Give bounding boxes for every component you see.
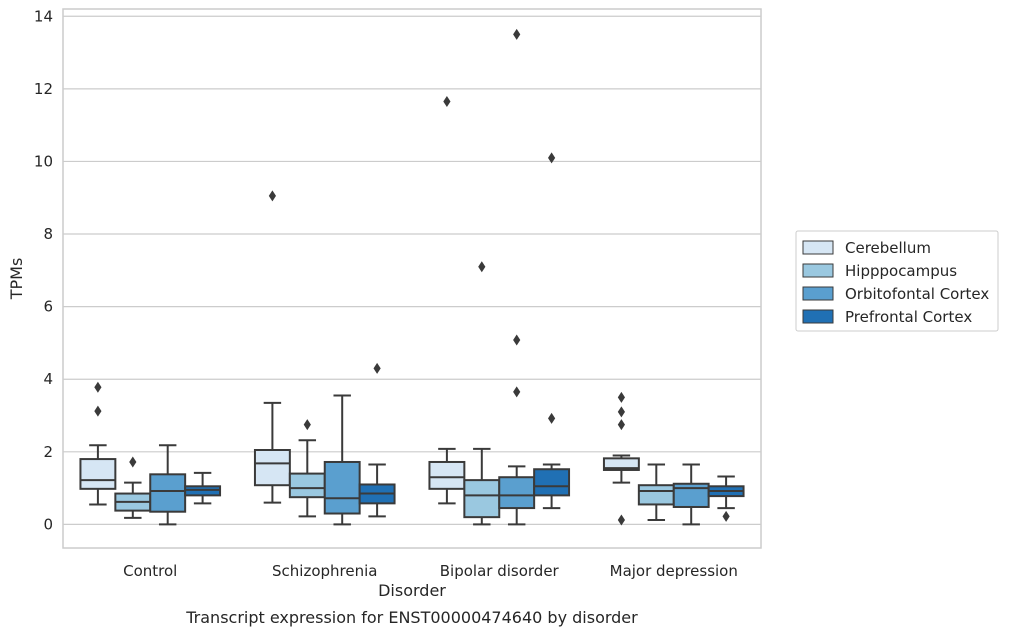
y-tick-label: 0: [43, 515, 53, 533]
outlier-point: [617, 391, 625, 403]
chart-caption: Transcript expression for ENST0000047464…: [185, 608, 638, 627]
legend-label: Hipppocampus: [845, 262, 957, 280]
outlier-point: [129, 456, 137, 468]
box: [288, 472, 326, 499]
box-series: [79, 28, 745, 526]
legend-swatch: [802, 240, 834, 255]
outlier-point: [513, 334, 521, 346]
legend: Cerebellum Hipppocampus Orbitofontal Corte…: [795, 230, 999, 332]
outlier-point: [268, 190, 276, 202]
y-tick-label: 4: [43, 370, 53, 388]
y-axis-label: TPMs: [7, 258, 26, 301]
box: [149, 473, 187, 513]
y-tick-label: 8: [43, 225, 53, 243]
box: [323, 460, 361, 515]
outlier-point: [443, 96, 451, 108]
outlier-point: [513, 386, 521, 398]
series-orbitofontal-cortex: [149, 28, 710, 526]
box: [428, 460, 466, 490]
box: [79, 458, 117, 490]
outlier-point: [617, 514, 625, 526]
y-axis-ticks: 0 2 4 6 8 10 12 14: [34, 7, 53, 533]
box: [498, 476, 536, 510]
series-prefrontal-cortex: [184, 152, 745, 522]
outlier-point: [617, 419, 625, 431]
outlier-point: [617, 406, 625, 418]
plot-frame: [62, 8, 762, 549]
box: [637, 484, 675, 506]
outlier-point: [303, 419, 311, 431]
outlier-point: [478, 261, 486, 273]
box: [463, 479, 501, 519]
x-tick-label: Schizophrenia: [272, 562, 377, 580]
y-tick-label: 6: [43, 298, 53, 316]
x-tick-label: Major depression: [610, 562, 738, 580]
x-tick-label: Bipolar disorder: [440, 562, 560, 580]
box: [533, 468, 571, 497]
legend-frame: [795, 230, 999, 332]
y-tick-label: 2: [43, 443, 53, 461]
legend-swatch: [802, 309, 834, 324]
outlier-point: [548, 152, 556, 164]
x-axis-label: Disorder: [378, 581, 446, 600]
outlier-point: [373, 362, 381, 374]
outlier-point: [722, 510, 730, 522]
gridlines: [63, 15, 761, 526]
legend-swatch: [802, 286, 834, 301]
box: [602, 457, 640, 471]
box: [253, 449, 291, 487]
y-tick-label: 14: [34, 7, 53, 25]
outlier-point: [94, 405, 102, 417]
legend-label: Orbitofontal Cortex: [845, 285, 989, 303]
x-tick-label: Control: [123, 562, 177, 580]
outlier-point: [513, 28, 521, 40]
legend-label: Cerebellum: [845, 239, 931, 257]
legend-swatch: [802, 263, 834, 278]
y-tick-label: 12: [34, 80, 53, 98]
outlier-point: [548, 412, 556, 424]
x-axis-ticks: Control Schizophrenia Bipolar disorder Majo…: [123, 562, 738, 580]
series-cerebellum: [79, 96, 640, 526]
y-tick-label: 10: [34, 152, 53, 170]
outlier-point: [94, 381, 102, 393]
legend-label: Prefrontal Cortex: [845, 308, 972, 326]
